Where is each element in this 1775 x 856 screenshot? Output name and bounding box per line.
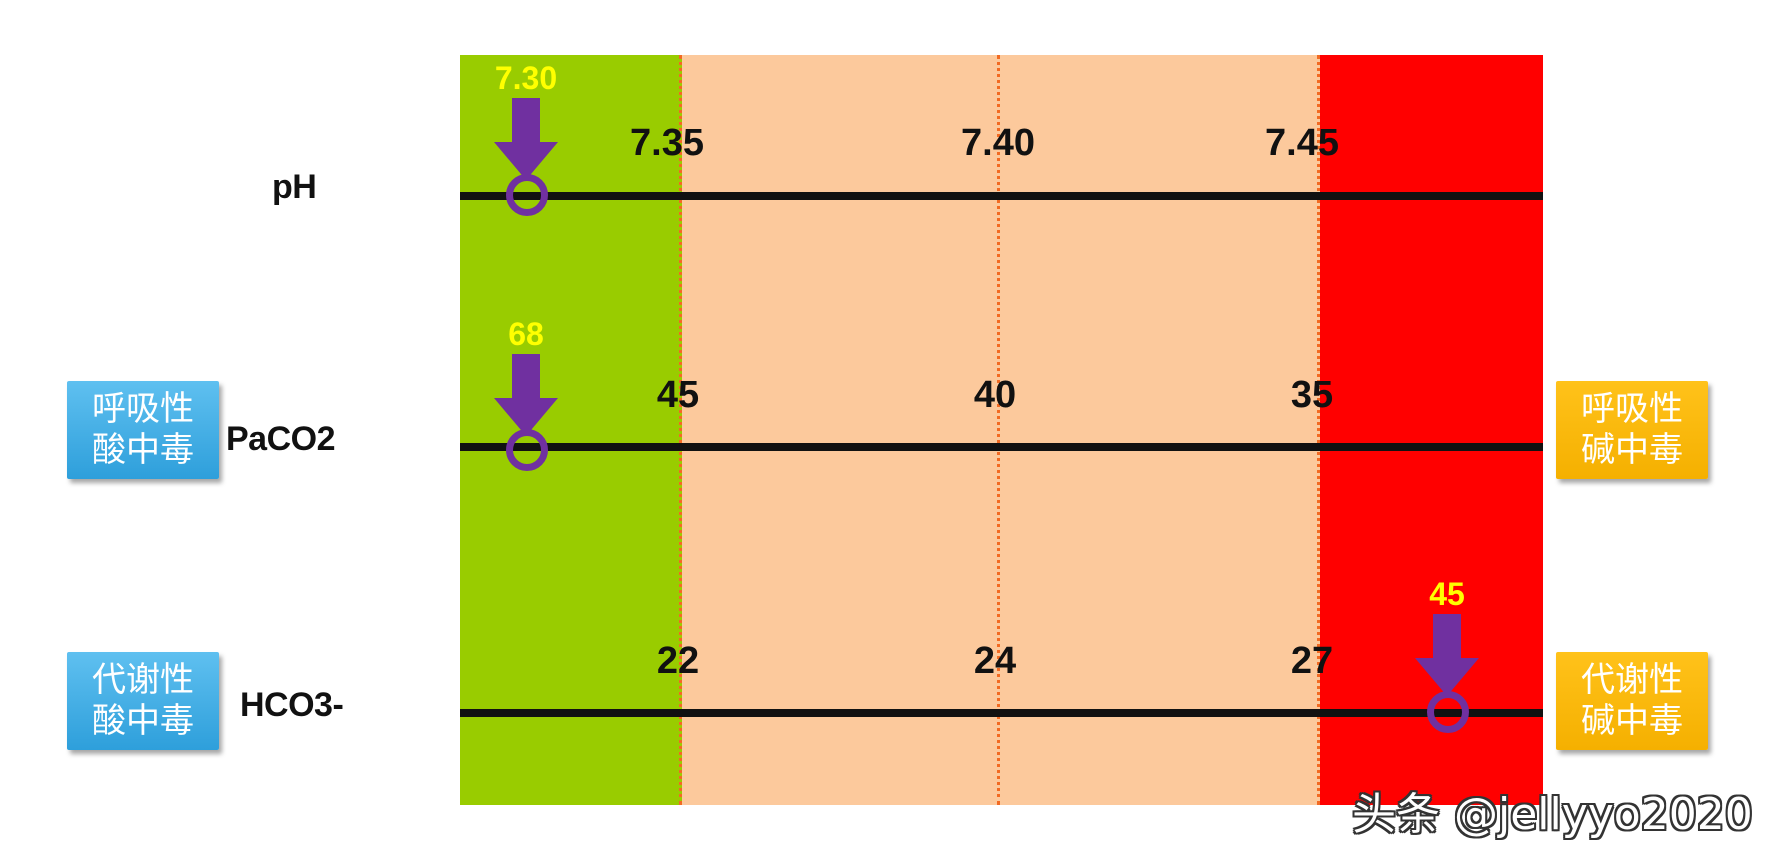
metabolic-acidosis-badge: 代谢性 酸中毒: [67, 652, 219, 750]
hco3-down-arrow-icon: [1415, 614, 1479, 696]
badge-line-1: 呼吸性: [1581, 389, 1683, 429]
divider-low: [679, 55, 682, 805]
hco3-tick-mid: 24: [973, 640, 1017, 682]
hco3-marker-circle-icon: [1427, 691, 1469, 733]
hco3-label: HCO3-: [240, 686, 344, 724]
ph-marker-circle-icon: [506, 174, 548, 216]
paco2-tick-low: 45: [656, 374, 700, 416]
paco2-tick-high: 35: [1290, 374, 1334, 416]
divider-mid: [997, 55, 1000, 805]
badge-line-1: 代谢性: [1581, 660, 1683, 700]
acidosis-zone: [460, 55, 682, 805]
badge-line-2: 酸中毒: [92, 701, 194, 741]
normal-zone: [682, 55, 1320, 805]
badge-line-2: 酸中毒: [92, 430, 194, 470]
ph-tick-low: 7.35: [630, 122, 704, 164]
ph-axis-line: [460, 192, 1543, 200]
divider-high: [1317, 55, 1320, 805]
respiratory-acidosis-badge: 呼吸性 酸中毒: [67, 381, 219, 479]
ph-down-arrow-icon: [494, 98, 558, 180]
hco3-tick-high: 27: [1290, 640, 1334, 682]
ph-tick-high: 7.45: [1265, 122, 1339, 164]
metabolic-alkalosis-badge: 代谢性 碱中毒: [1556, 652, 1708, 750]
paco2-label: PaCO2: [226, 420, 336, 458]
watermark: 头条 @jellyyo2020: [1352, 789, 1753, 840]
paco2-axis-line: [460, 443, 1543, 451]
badge-line-2: 碱中毒: [1581, 430, 1683, 470]
hco3-marker-value: 45: [1429, 576, 1465, 612]
hco3-tick-low: 22: [656, 640, 700, 682]
paco2-tick-mid: 40: [973, 374, 1017, 416]
badge-line-2: 碱中毒: [1581, 701, 1683, 741]
hco3-axis-line: [460, 709, 1543, 717]
ph-marker-value: 7.30: [494, 60, 558, 96]
respiratory-alkalosis-badge: 呼吸性 碱中毒: [1556, 381, 1708, 479]
ph-label: pH: [272, 168, 317, 206]
badge-line-1: 呼吸性: [92, 389, 194, 429]
paco2-marker-circle-icon: [506, 429, 548, 471]
ph-tick-mid: 7.40: [961, 122, 1035, 164]
paco2-marker-value: 68: [508, 316, 544, 352]
paco2-down-arrow-icon: [494, 354, 558, 436]
alkalosis-zone: [1320, 55, 1543, 805]
badge-line-1: 代谢性: [92, 660, 194, 700]
